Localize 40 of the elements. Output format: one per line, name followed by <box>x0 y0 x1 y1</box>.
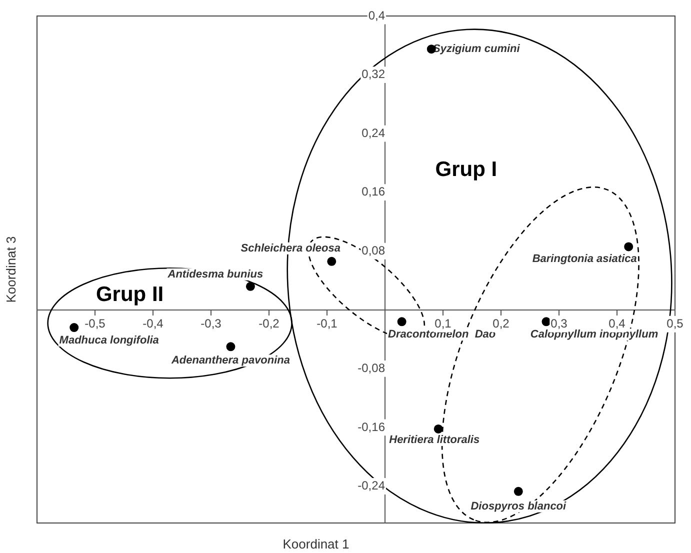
y-tick-label: -0,24 <box>358 478 386 493</box>
x-tick-label: 0,3 <box>550 316 568 330</box>
annotation: Antidesma bunius <box>166 268 264 280</box>
point <box>624 242 634 252</box>
annotation: Diospyros blancoi <box>470 500 568 512</box>
x-tick-label: 0,4 <box>608 316 626 330</box>
point <box>514 486 523 496</box>
annotation: Schleichera oleosa <box>240 242 340 254</box>
y-tick-label: 0,4 <box>368 8 386 22</box>
x-tick-label: -0,4 <box>142 316 164 330</box>
point <box>397 317 406 326</box>
annotation: Adenanthera pavonina <box>170 354 290 367</box>
x-tick-label: -0,3 <box>200 316 222 330</box>
point <box>246 282 255 291</box>
x-tick-label: -0,1 <box>316 316 338 330</box>
y-tick-label: -0,08 <box>358 361 386 376</box>
y-tick-label: 0,08 <box>362 243 386 258</box>
point <box>70 323 79 332</box>
x-tick-label: 0,2 <box>492 316 510 330</box>
y-axis-title: Koordinat 3 <box>4 236 19 303</box>
x-tick-label: 0,5 <box>666 316 684 330</box>
annotation: Baringtonia asiatica <box>532 252 637 265</box>
x-tick-label: -0,5 <box>84 316 106 330</box>
point <box>434 424 443 434</box>
annotation: Calophyllum inophyllum <box>530 328 658 341</box>
point <box>542 317 551 326</box>
x-tick-label: 0,1 <box>434 316 452 330</box>
annotation: Grup II <box>96 283 164 306</box>
y-tick-label: 0,16 <box>362 184 386 199</box>
annotation: Dracontomelon Dao <box>388 328 496 341</box>
annotation: Grup I <box>435 158 498 182</box>
x-axis-title: Koordinat 1 <box>282 536 350 552</box>
y-tick-label: -0,16 <box>358 420 386 434</box>
annotation: Madhuca longifolia <box>59 334 159 347</box>
y-tick-label: 0,32 <box>362 67 386 82</box>
x-tick-label: -0,2 <box>258 316 280 330</box>
point <box>226 342 236 352</box>
point <box>327 256 336 266</box>
y-tick-label: 0,24 <box>362 126 386 140</box>
annotation: Heritiera littoralis <box>389 434 480 446</box>
